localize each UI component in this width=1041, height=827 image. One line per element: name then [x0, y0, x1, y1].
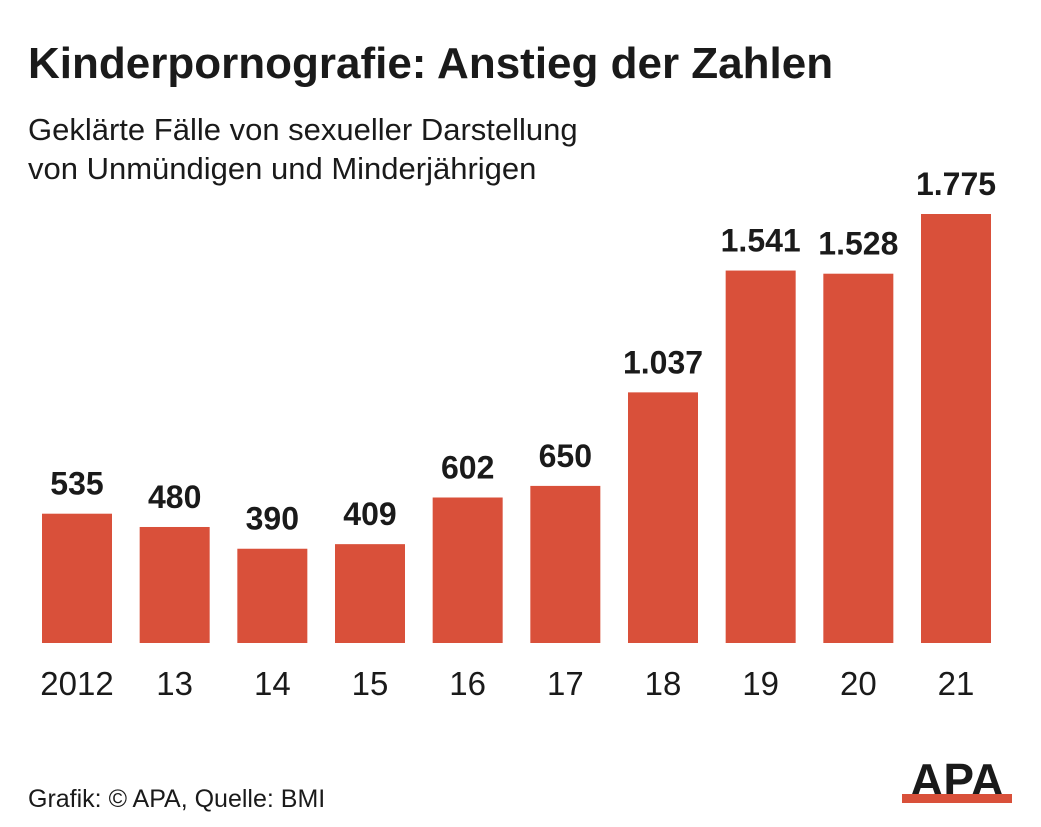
x-tick-label: 14 [254, 665, 291, 702]
x-tick-label: 20 [840, 665, 877, 702]
x-tick-label: 21 [938, 665, 975, 702]
value-label: 602 [441, 450, 494, 486]
value-label: 535 [50, 466, 103, 502]
value-label: 390 [246, 501, 299, 537]
chart-title: Kinderpornografie: Anstieg der Zahlen [28, 39, 833, 88]
bar [921, 214, 991, 643]
x-tick-label: 13 [156, 665, 193, 702]
logo-stripe [902, 794, 1012, 803]
value-label: 1.037 [623, 344, 703, 380]
bar [42, 513, 112, 643]
chart-subtitle: Geklärte Fälle von sexueller Darstellung [28, 112, 578, 147]
bar [530, 485, 601, 643]
bar [823, 273, 894, 643]
x-tick-label: 19 [742, 665, 779, 702]
value-label: 1.775 [916, 166, 996, 202]
bar [432, 497, 503, 643]
value-label: 480 [148, 479, 201, 515]
source-note: Grafik: © APA, Quelle: BMI [28, 785, 325, 813]
x-tick-label: 15 [352, 665, 389, 702]
value-label: 409 [343, 496, 396, 532]
bar [335, 544, 405, 643]
chart-subtitle: von Unmündigen und Minderjährigen [28, 151, 536, 186]
bar [139, 526, 210, 643]
logo: APA [902, 754, 1012, 806]
x-tick-label: 17 [547, 665, 584, 702]
bar [725, 270, 796, 643]
value-label: 1.541 [721, 223, 801, 259]
bar [237, 548, 308, 643]
value-label: 650 [539, 438, 592, 474]
value-label: 1.528 [818, 226, 898, 262]
x-tick-label: 2012 [40, 665, 113, 702]
x-tick-label: 16 [449, 665, 486, 702]
bar [628, 392, 698, 643]
x-tick-label: 18 [645, 665, 682, 702]
